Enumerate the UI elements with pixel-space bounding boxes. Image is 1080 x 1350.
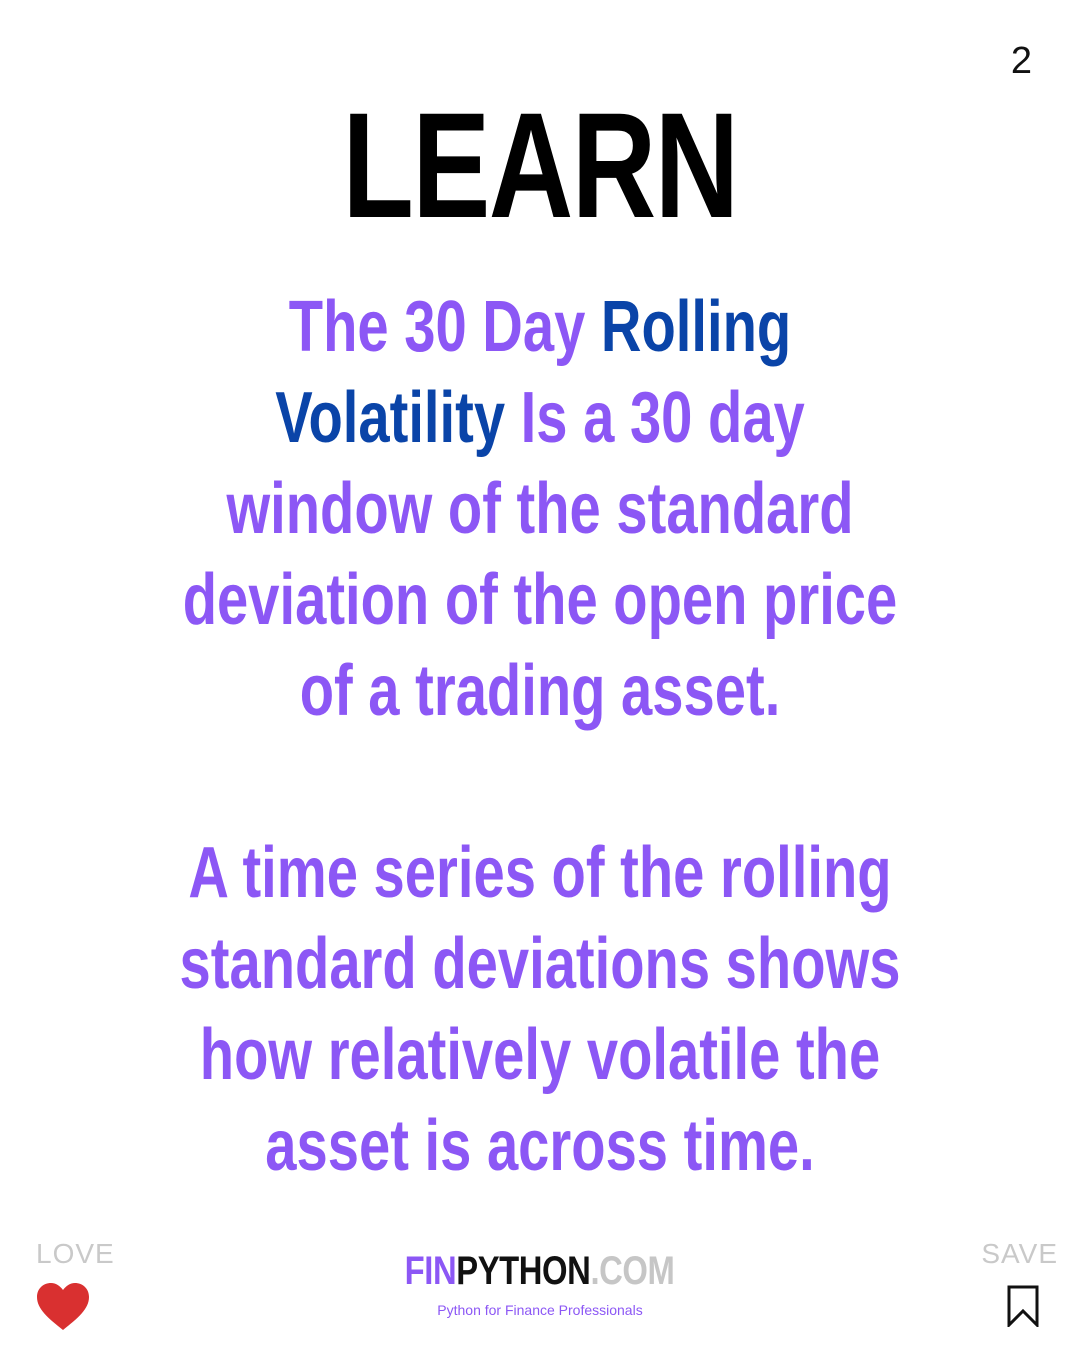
definition-paragraph: The 30 Day Rolling Volatility Is a 30 da…	[0, 282, 1080, 737]
definition-line: deviation of the open price	[119, 555, 961, 646]
save-label: SAVE	[981, 1238, 1058, 1269]
brand-block: FINPYTHON.COM Python for Finance Profess…	[0, 1248, 1080, 1318]
heart-icon[interactable]	[36, 1282, 90, 1332]
definition-text: of a trading asset.	[299, 651, 781, 731]
definition-line: window of the standard	[119, 464, 961, 555]
explanation-line: how relatively volatile the	[199, 1015, 881, 1095]
explanation-line: standard deviations shows	[179, 924, 901, 1004]
definition-line: of a trading asset.	[119, 646, 961, 737]
bookmark-icon[interactable]	[1006, 1285, 1040, 1327]
brand-logo-fin: FIN	[405, 1249, 457, 1293]
definition-highlight: Rolling	[600, 287, 792, 367]
page-number: 2	[1010, 40, 1032, 82]
love-label: LOVE	[36, 1238, 115, 1269]
brand-logo-python: PYTHON	[456, 1249, 592, 1293]
explanation-line: asset is across time.	[265, 1106, 815, 1186]
definition-text: deviation of the open price	[182, 560, 898, 640]
definition-line: Volatility Is a 30 day	[119, 373, 961, 464]
definition-text: window of the standard	[226, 469, 854, 549]
brand-logo[interactable]: FINPYTHON.COM	[405, 1248, 675, 1294]
explanation-paragraph: A time series of the rolling standard de…	[0, 828, 1080, 1192]
explanation-line: A time series of the rolling	[188, 833, 892, 913]
definition-line: The 30 Day Rolling	[119, 282, 961, 373]
brand-logo-com: .COM	[590, 1249, 675, 1293]
definition-highlight: Volatility	[275, 378, 506, 458]
brand-tagline: Python for Finance Professionals	[437, 1302, 643, 1318]
definition-text: The 30 Day	[288, 287, 601, 367]
page-title: LEARN	[342, 81, 739, 249]
definition-text: Is a 30 day	[505, 378, 805, 458]
